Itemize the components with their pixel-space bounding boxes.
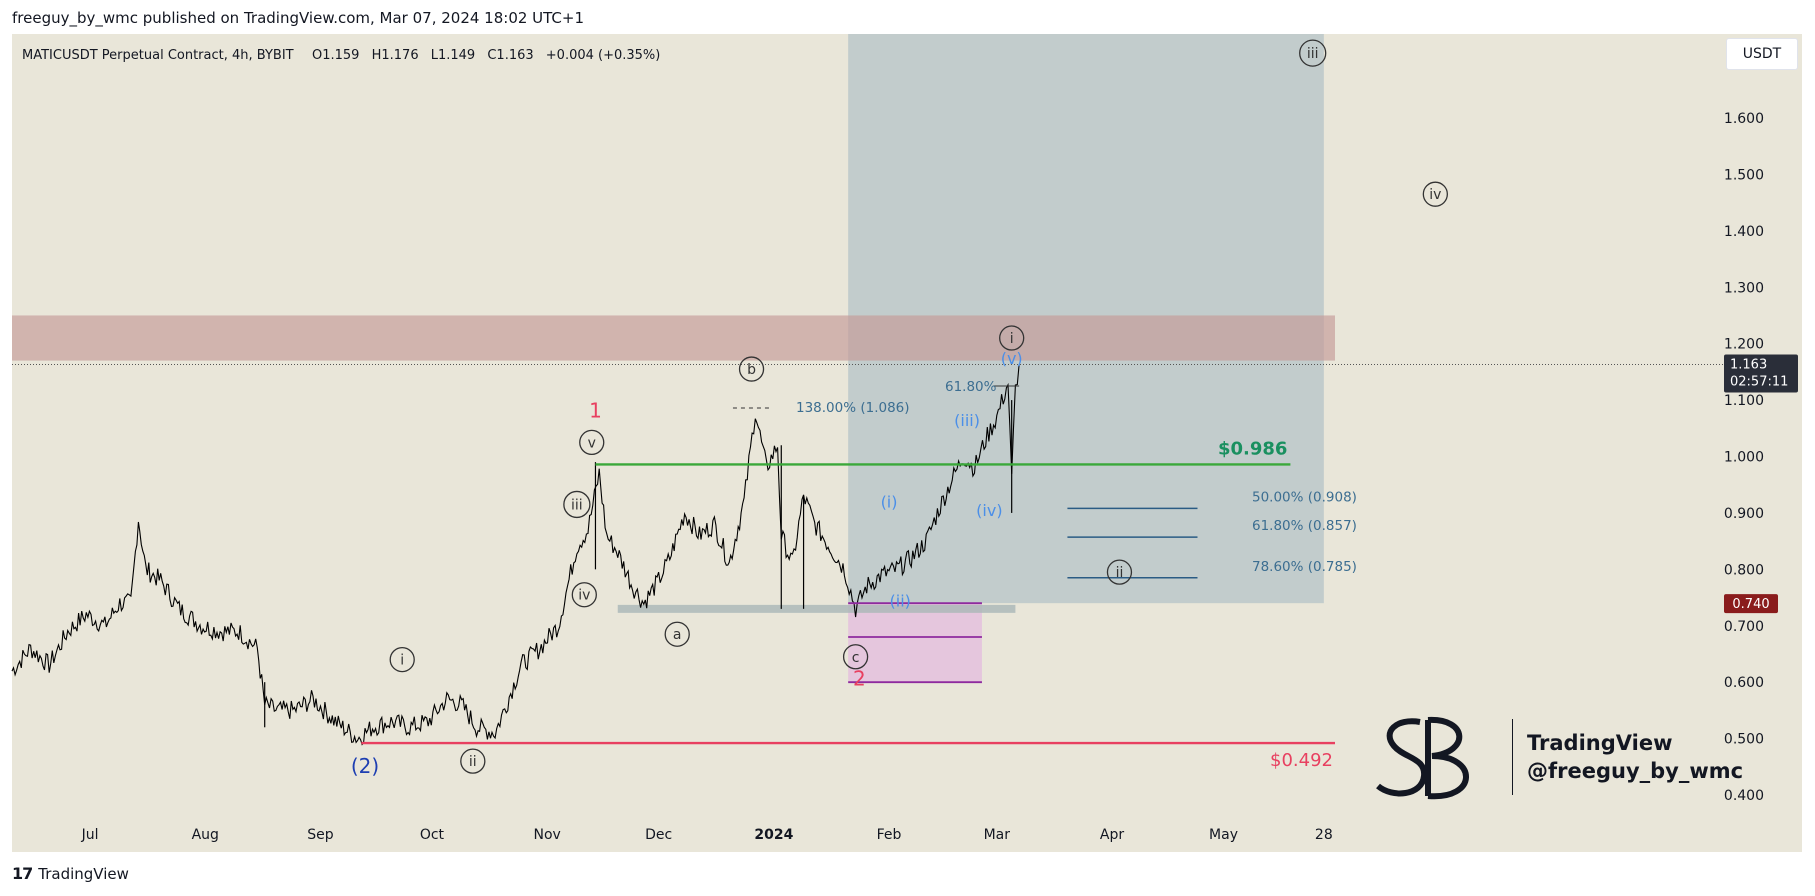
wave-label-plain-1: 1 <box>589 398 602 422</box>
watermark-line1: TradingView <box>1527 731 1673 755</box>
wave-circle-b-7 <box>738 356 765 382</box>
red-price-label: $0.492 <box>1270 750 1333 771</box>
annotation-layer: 50.00% (0.908) 61.80% (0.857) 78.60% (0.78… <box>12 39 1728 778</box>
wave-label-b-7: b <box>747 362 756 378</box>
x-tick-Aug: Aug <box>192 827 219 843</box>
wave-label-iv-4: iv <box>578 588 590 604</box>
price-series-layer <box>11 364 1020 746</box>
fib-label-3: 78.60% (0.785) <box>1252 559 1357 575</box>
wave-label-plain-4: (i) <box>881 493 898 512</box>
watermark: TradingView @freeguy_by_wmc <box>1368 712 1743 802</box>
level-badge <box>1724 594 1778 614</box>
last-price-badge <box>1724 354 1798 393</box>
price-series <box>11 364 1020 746</box>
green-price-label: $0.986 <box>1218 438 1287 459</box>
chart-legend-title: MATICUSDT Perpetual Contract, 4h, BYBIT <box>22 48 294 63</box>
x-tick-Feb: Feb <box>877 827 902 843</box>
last-price-badge-countdown: 02:57:11 <box>1730 375 1788 390</box>
wave-label-plain-2: 2 <box>853 666 866 690</box>
ohlc-readout: O1.159 H1.176 L1.149 C1.163 +0.004 (+0.3… <box>312 48 660 63</box>
wave-label-i-1: i <box>400 653 404 669</box>
ohlc-h-value: 1.176 <box>381 48 418 63</box>
y-tick-1.500: 1.500 <box>1724 167 1764 183</box>
ohlc-change: +0.004 (+0.35%) <box>546 48 661 63</box>
resistance-zone <box>12 315 1335 361</box>
wave-label-i-9: i <box>1010 331 1014 347</box>
x-tick-Jul: Jul <box>81 827 99 843</box>
ohlc-o-value: 1.159 <box>322 48 359 63</box>
ohlc-l-value: 1.149 <box>438 48 475 63</box>
wave-label-a-6: a <box>673 627 682 643</box>
wave-label-ii-10: ii <box>1116 565 1124 581</box>
x-tick-Apr: Apr <box>1100 827 1124 843</box>
wave-label-plain-3: (2) <box>351 754 379 778</box>
x-tick-Mar: Mar <box>984 827 1011 843</box>
last-price-badge-value: 1.163 <box>1730 358 1767 373</box>
ohlc-c-label: C <box>487 48 496 63</box>
wave-circle-v-5 <box>579 429 605 456</box>
x-tick-Sep: Sep <box>307 827 334 843</box>
x-tick-28: 28 <box>1315 827 1333 843</box>
watermark-line2: @freeguy_by_wmc <box>1527 759 1744 783</box>
wave-label-plain-5: (ii) <box>890 591 911 610</box>
ohlc-c-value: 1.163 <box>496 48 533 63</box>
extension-label-138: 138.00% (1.086) <box>796 400 910 416</box>
footer: 17 TradingView <box>12 864 129 883</box>
currency-button[interactable]: USDT <box>1726 38 1798 70</box>
svg-text:O1.159 H1.176 L1.1: O1.159 H1.176 L1.149 C1.163 +0.004 (+0.3… <box>312 48 660 63</box>
ohlc-o-label: O <box>312 48 322 63</box>
y-tick-0.700: 0.700 <box>1724 619 1764 635</box>
sb-monogram-icon <box>1376 716 1469 800</box>
wave-circle-c-8 <box>842 644 869 670</box>
y-tick-0.500: 0.500 <box>1724 732 1764 748</box>
x-tick-Nov: Nov <box>533 827 560 843</box>
wave-label-c-8: c <box>852 650 860 666</box>
wave-label-plain-6: (iii) <box>954 411 980 430</box>
fib-label-2: 61.80% (0.857) <box>1252 518 1357 534</box>
axes-layer: 0.400 0.500 0.600 0.700 0.800 0.900 1.000 1.100… <box>81 111 1798 843</box>
x-tick-2024: 2024 <box>754 827 793 843</box>
wave-label-iii-11: iii <box>1307 46 1319 62</box>
y-tick-1.300: 1.300 <box>1724 280 1764 296</box>
y-tick-0.400: 0.400 <box>1724 788 1764 804</box>
ohlc-h-label: H <box>372 48 382 63</box>
wave-circle-iv-4 <box>571 582 597 608</box>
footer-brand[interactable]: TradingView <box>38 864 129 883</box>
wave-circle-ii-10 <box>1106 559 1133 585</box>
y-tick-1.100: 1.100 <box>1724 393 1764 409</box>
wave-circle-i-9 <box>999 325 1025 351</box>
wave-circle-a-6 <box>664 621 690 647</box>
wave-label-plain-8: (v) <box>1001 349 1023 368</box>
y-tick-1.200: 1.200 <box>1724 337 1764 353</box>
wave-label-iii-3: iii <box>571 497 583 513</box>
range-bar <box>617 604 1016 613</box>
wave-circle-i-1 <box>389 646 415 673</box>
y-tick-1.600: 1.600 <box>1724 111 1764 127</box>
level-badge-value: 0.740 <box>1732 597 1769 612</box>
fib-label-1: 50.00% (0.908) <box>1252 489 1357 505</box>
ohlc-l-label: L <box>431 48 439 63</box>
wave-label-v-5: v <box>588 435 596 451</box>
y-tick-1.400: 1.400 <box>1724 224 1764 240</box>
support-zone <box>848 603 982 683</box>
published-line: freeguy_by_wmc published on TradingView.… <box>12 9 585 27</box>
y-tick-0.800: 0.800 <box>1724 562 1764 578</box>
wave-label-iv-12: iv <box>1429 187 1441 203</box>
x-tick-Dec: Dec <box>645 827 672 843</box>
wave-circle-iii-11 <box>1299 39 1327 67</box>
tradingview-logo-icon: 17 <box>12 864 33 883</box>
wave-circle-iv-12 <box>1422 181 1448 207</box>
wave-circle-ii-2 <box>460 748 486 774</box>
extension-label-618: 61.80% <box>945 379 997 395</box>
y-tick-1.000: 1.000 <box>1724 450 1764 466</box>
y-tick-0.600: 0.600 <box>1724 675 1764 691</box>
wave-label-ii-2: ii <box>469 754 477 770</box>
x-tick-Oct: Oct <box>420 827 445 843</box>
x-tick-May: May <box>1209 827 1238 843</box>
wave-circle-iii-3 <box>563 490 591 519</box>
y-tick-0.900: 0.900 <box>1724 506 1764 522</box>
watermark-separator <box>1512 719 1513 795</box>
wave-label-plain-7: (iv) <box>976 501 1002 520</box>
